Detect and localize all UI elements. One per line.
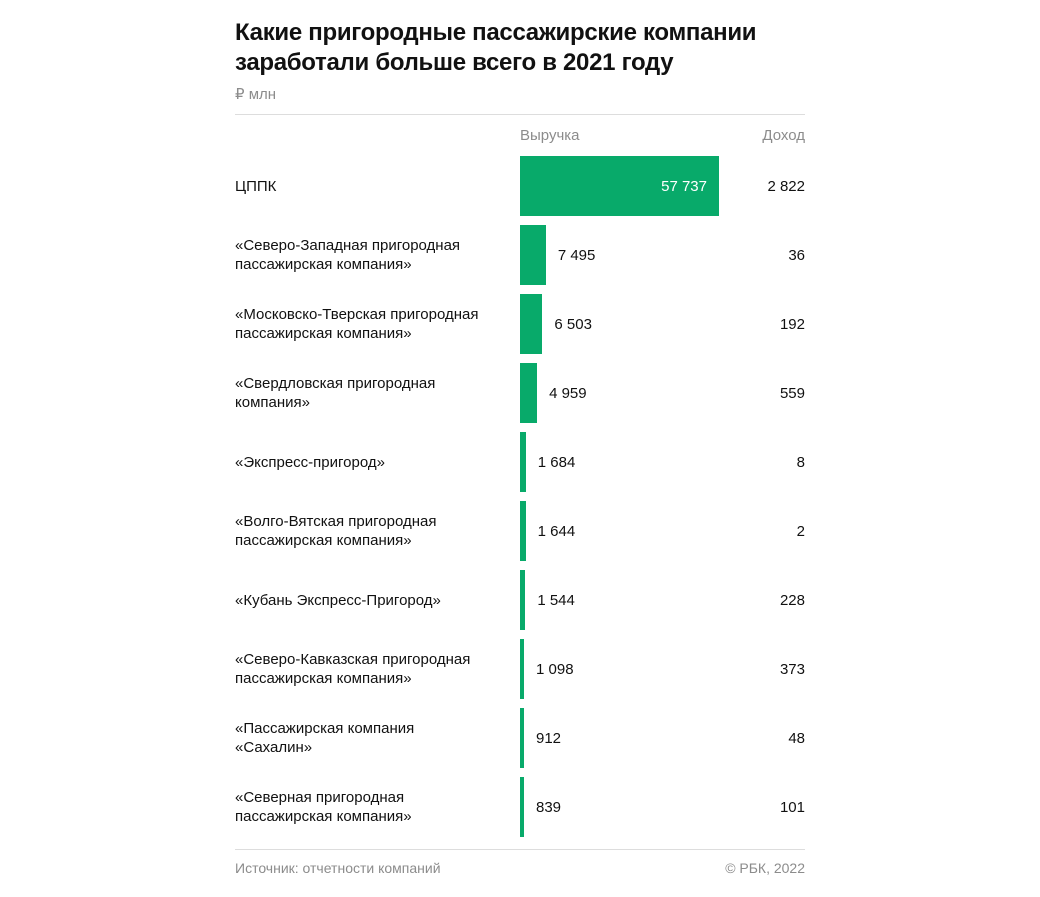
income-value-label: 36 (788, 246, 805, 264)
revenue-value-label: 839 (536, 798, 562, 816)
chart-title-line-2: заработали больше всего в 2021 году (235, 49, 674, 76)
category-label: «Московско-Тверская пригородная пассажир… (235, 306, 479, 342)
chart-row: «Северная пригородная пассажирская компа… (0, 777, 1040, 837)
chart-title-line-1: Какие пригородные пассажирские компании (235, 19, 757, 46)
revenue-bar (520, 777, 524, 837)
unit-label: ₽ млн (235, 86, 277, 103)
category-label: «Кубань Экспресс-Пригород» (235, 591, 441, 609)
income-value-label: 2 822 (767, 177, 805, 195)
category-label: «Северная пригородная пассажирская компа… (235, 789, 412, 825)
chart-row: «Пассажирская компания «Сахалин» 912 48 (0, 708, 1040, 768)
revenue-bar (520, 639, 524, 699)
source-note: Источник: отчетности компаний (235, 860, 441, 876)
income-value-label: 2 (796, 522, 805, 540)
chart-row: «Свердловская пригородная компания» 4 959… (0, 363, 1040, 423)
revenue-bar (520, 708, 524, 768)
revenue-bar (520, 363, 538, 423)
revenue-value-label: 57 737 (661, 177, 707, 195)
income-column-header: Доход (762, 127, 805, 144)
income-value-label: 8 (796, 453, 805, 471)
revenue-value-label: 6 503 (554, 315, 592, 333)
chart-row: «Кубань Экспресс-Пригород» 1 544 228 (0, 570, 1040, 630)
category-label: ЦППК (235, 177, 277, 195)
income-value-label: 559 (779, 384, 805, 402)
category-label: «Экспресс-пригород» (235, 453, 385, 471)
income-value-label: 373 (779, 660, 805, 678)
revenue-bar (520, 432, 526, 492)
income-value-label: 48 (788, 729, 805, 747)
category-label: «Свердловская пригородная компания» (235, 375, 436, 411)
chart-row: «Северо-Кавказская пригородная пассажирс… (0, 639, 1040, 699)
category-label: «Северо-Западная пригородная пассажирска… (235, 237, 461, 273)
revenue-value-label: 4 959 (549, 384, 587, 402)
revenue-value-label: 1 644 (537, 522, 576, 540)
income-value-label: 228 (779, 591, 805, 609)
chart-title: Какие пригородные пассажирские компании … (235, 18, 835, 78)
chart-row: ЦППК 57 737 2 822 (0, 156, 1040, 216)
category-label: «Северо-Кавказская пригородная пассажирс… (235, 651, 471, 687)
revenue-value-label: 7 495 (557, 246, 596, 264)
revenue-value-label: 1 098 (536, 660, 574, 678)
category-label: «Волго-Вятская пригородная пассажирская … (235, 513, 437, 549)
bottom-divider (235, 849, 805, 850)
income-value-label: 192 (779, 315, 805, 333)
category-label: «Пассажирская компания «Сахалин» (235, 720, 415, 756)
chart-row: «Волго-Вятская пригородная пассажирская … (0, 501, 1040, 561)
revenue-bar (520, 501, 526, 561)
revenue-bar (520, 294, 543, 354)
chart-row: «Северо-Западная пригородная пассажирска… (0, 225, 1040, 285)
revenue-bar (520, 225, 546, 285)
chart-row: «Экспресс-пригород» 1 684 8 (0, 432, 1040, 492)
income-value-label: 101 (779, 798, 805, 816)
top-divider (235, 114, 805, 115)
revenue-value-label: 1 684 (537, 453, 576, 471)
chart-row: «Московско-Тверская пригородная пассажир… (0, 294, 1040, 354)
revenue-value-label: 1 544 (537, 591, 575, 609)
revenue-bar (520, 156, 719, 216)
revenue-bar (520, 570, 526, 630)
revenue-column-header: Выручка (520, 127, 580, 144)
revenue-value-label: 912 (536, 729, 562, 747)
copyright-credit: © РБК, 2022 (725, 860, 805, 876)
